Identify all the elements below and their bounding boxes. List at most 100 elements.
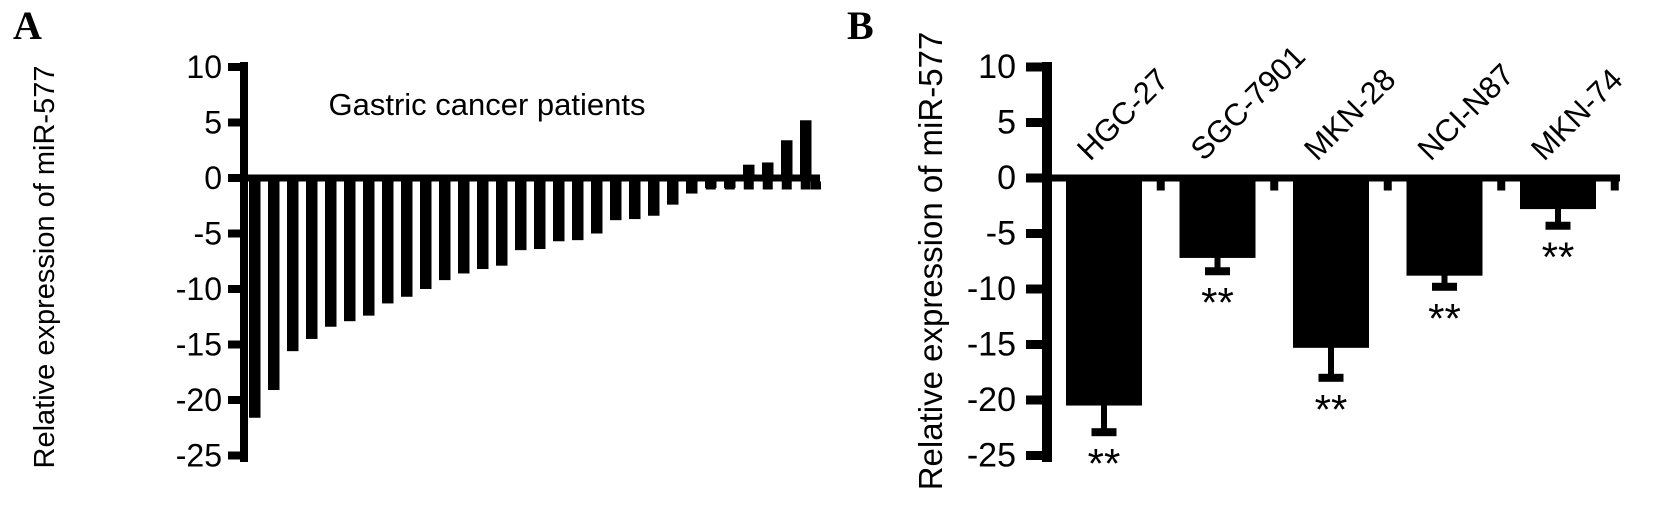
error-bar-stem (1214, 251, 1221, 272)
panel-a-bar (306, 176, 318, 339)
panel-a-bar (496, 176, 508, 266)
significance-marker: ** (1088, 440, 1121, 487)
y-tick-label: -25 (967, 437, 1016, 475)
y-tick-label: -5 (194, 216, 222, 252)
y-tick (228, 118, 248, 127)
panel-a-x-tick (800, 181, 811, 190)
panel-a-bar (610, 176, 622, 221)
category-label: MKN-74 (1524, 62, 1629, 167)
y-tick (1026, 284, 1052, 294)
significance-marker: ** (1542, 234, 1575, 281)
panel-a-bar (572, 176, 584, 241)
y-tick (1026, 173, 1052, 183)
panel-a-x-tick (743, 181, 754, 190)
y-tick (228, 229, 248, 238)
panel-a-bar (439, 176, 451, 281)
y-tick (1026, 395, 1052, 405)
panel-a-y-axis: 10 5 0 -5 -10 -15 -20 -25 (176, 49, 820, 474)
y-tick-label: -25 (176, 438, 222, 474)
y-tick (228, 396, 248, 404)
y-tick-label: 5 (204, 105, 222, 141)
panel-a-bar (591, 176, 603, 234)
panel-a-bar (477, 176, 489, 270)
y-axis-line (1042, 62, 1052, 462)
panel-a-x-tick (762, 181, 773, 190)
panel-b-x-tick (1383, 181, 1392, 191)
error-bar-stem (1555, 203, 1561, 226)
error-bar-stem (1441, 269, 1448, 287)
panel-a-bar (401, 176, 413, 297)
panel-b-x-tick (1156, 181, 1165, 191)
error-bar-stem (1328, 341, 1334, 378)
panel-a-bar (363, 176, 375, 316)
panel-a-bar (420, 176, 432, 289)
y-tick (228, 340, 248, 349)
panel-a-bars (249, 120, 821, 418)
y-tick (1026, 62, 1052, 72)
category-label: MKN-28 (1297, 62, 1402, 167)
y-tick (228, 451, 248, 460)
y-tick (228, 63, 248, 71)
panel-a-bar (724, 176, 736, 188)
error-bar-cap (1205, 267, 1230, 276)
significance-marker: ** (1315, 386, 1348, 433)
error-bar-cap (1091, 428, 1117, 437)
panel-a-bar (382, 176, 394, 304)
panel-a-bar (686, 176, 698, 194)
category-label: SGC-7901 (1184, 39, 1312, 167)
panel-b-bar (1066, 176, 1142, 406)
panel-a-bar (534, 176, 546, 250)
category-label: HGC-27 (1070, 62, 1175, 167)
panel-a-bar (553, 176, 565, 242)
panel-b-bar (1293, 176, 1369, 348)
zero-baseline (240, 174, 820, 182)
panel-a-label: A (13, 3, 42, 48)
panel-a-chart-title: Gastric cancer patients (328, 87, 646, 122)
y-tick-label: 0 (204, 160, 222, 196)
y-tick-label: 10 (186, 49, 222, 85)
y-tick-label: -15 (176, 327, 222, 363)
panel-a-bar (287, 176, 299, 352)
panel-a-x-axis-end-tick (811, 181, 821, 190)
panel-b-label: B (847, 3, 874, 48)
y-tick-label: -20 (176, 382, 222, 418)
panel-b-x-tick (1610, 181, 1619, 191)
panel-a-bar (458, 176, 470, 274)
error-bar-cap (1432, 282, 1457, 291)
panel-a-bar (249, 176, 261, 418)
y-tick-label: 0 (997, 159, 1016, 197)
panel-b-bars: ** HGC-27 ** SGC-7901 ** MKN-28 ** NCI-N87 ** MKN… (1066, 39, 1629, 487)
y-tick (228, 174, 248, 182)
y-tick (1026, 118, 1052, 127)
y-tick-label: -10 (967, 270, 1016, 308)
y-tick (1026, 340, 1052, 349)
y-tick (1026, 229, 1052, 238)
panel-a-bar (667, 176, 679, 205)
error-bar-stem (1101, 399, 1107, 433)
y-tick (228, 285, 248, 293)
category-label: NCI-N87 (1411, 57, 1521, 167)
panel-b-bar (1406, 176, 1483, 276)
panel-a-bar (629, 176, 641, 220)
panel-a-bar (705, 176, 717, 188)
panel-a-bar (515, 176, 527, 251)
panel-a-bar (325, 176, 337, 327)
panel-a-bar (344, 176, 356, 322)
significance-marker: ** (1201, 279, 1234, 326)
panel-a-bar (800, 120, 812, 180)
y-tick-label: 5 (997, 104, 1016, 142)
y-axis-line (240, 62, 248, 462)
panel-b-bar (1179, 176, 1256, 258)
panel-a-bar (762, 162, 774, 180)
panel-a-bar (781, 140, 793, 180)
error-bar-cap (1545, 221, 1571, 230)
y-tick-label: -20 (967, 381, 1016, 419)
y-tick-label: 10 (978, 48, 1016, 86)
panel-a-bar (268, 176, 280, 391)
error-bar-cap (1318, 373, 1344, 382)
y-tick-label: -5 (986, 215, 1016, 253)
y-tick-label: -15 (967, 326, 1016, 364)
panel-b-x-tick (1270, 181, 1279, 191)
y-tick (1026, 451, 1052, 460)
